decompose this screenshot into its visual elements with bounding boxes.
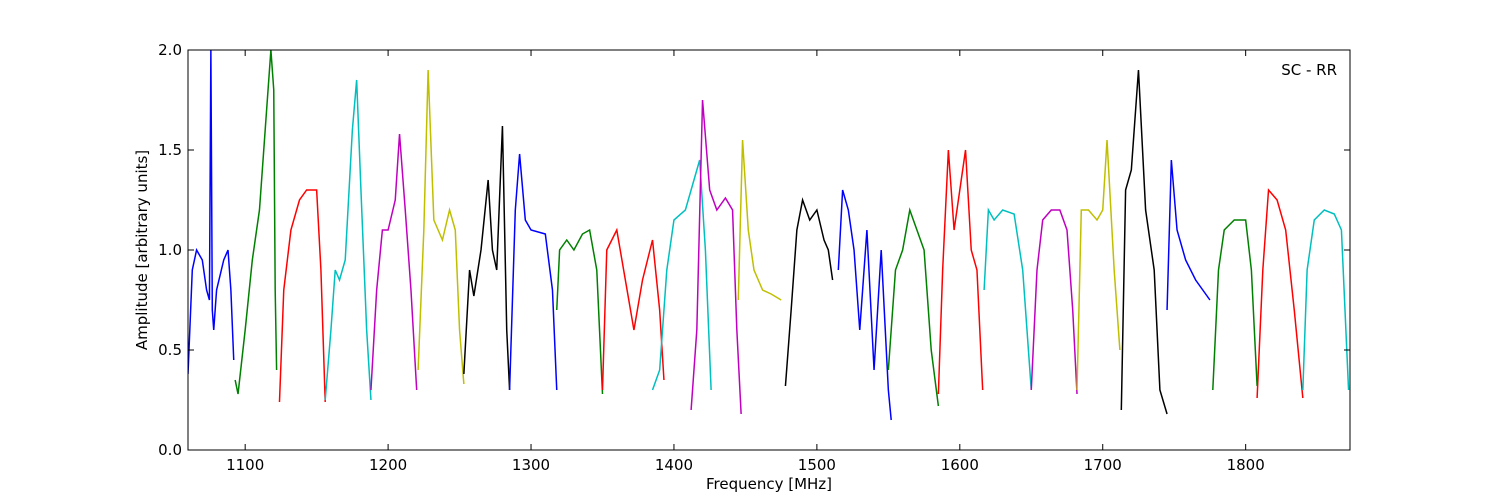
y-tick-label: 1.0 — [158, 241, 182, 259]
series-line — [508, 153, 558, 391]
series-line — [601, 227, 665, 391]
series-line — [1256, 188, 1304, 399]
y-tick-label: 2.0 — [158, 41, 182, 59]
series-line — [837, 189, 892, 421]
x-tick-label: 1800 — [1227, 456, 1265, 474]
x-tick-label: 1300 — [512, 456, 550, 474]
annotation: SC - RR — [1281, 61, 1337, 79]
series-line — [370, 133, 418, 391]
y-tick-label: 0.5 — [158, 341, 182, 359]
series-line — [1302, 209, 1350, 391]
x-tick-label: 1400 — [655, 456, 693, 474]
series-line — [1120, 69, 1168, 415]
series-line — [1166, 159, 1211, 311]
series-line — [278, 189, 326, 403]
series-line — [463, 125, 511, 391]
series-line — [784, 197, 834, 387]
x-tick-label: 1200 — [369, 456, 407, 474]
series-line — [1212, 219, 1258, 391]
series-line — [188, 50, 235, 375]
series-line — [737, 139, 782, 301]
y-axis-label: Amplitude [arbitrary units] — [133, 150, 151, 350]
series-line — [556, 228, 604, 395]
y-tick-label: 1.5 — [158, 141, 182, 159]
x-tick-label: 1100 — [226, 456, 264, 474]
series-line — [417, 69, 465, 385]
series-line — [651, 159, 712, 391]
x-tick-label: 1500 — [798, 456, 836, 474]
x-tick-label: 1600 — [941, 456, 979, 474]
series-line — [234, 50, 278, 395]
series-line — [937, 149, 984, 395]
x-tick-label: 1700 — [1084, 456, 1122, 474]
y-tick-label: 0.0 — [158, 441, 182, 459]
plot-lines — [188, 50, 1350, 421]
series-line — [324, 79, 372, 401]
x-axis-label: Frequency [MHz] — [706, 475, 832, 493]
plot-frame — [187, 49, 1351, 451]
series-line — [1030, 209, 1078, 395]
series-line — [690, 99, 742, 415]
series-line — [1076, 139, 1121, 391]
series-line — [887, 207, 940, 407]
series-line — [983, 207, 1033, 391]
